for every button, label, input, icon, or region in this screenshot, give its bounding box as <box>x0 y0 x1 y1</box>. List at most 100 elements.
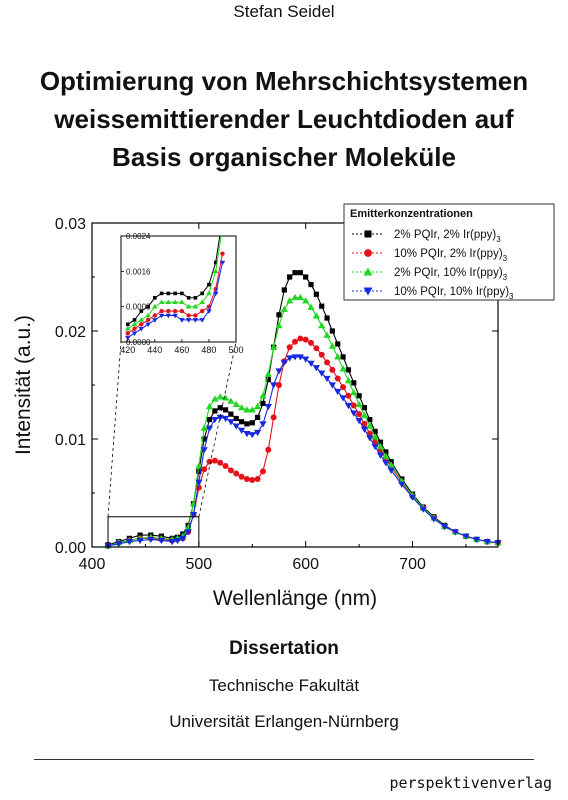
inset-data-point <box>213 260 218 265</box>
data-point <box>307 360 315 367</box>
data-point <box>334 388 342 396</box>
inset-data-point <box>158 299 165 305</box>
inset-data-point <box>166 291 171 296</box>
legend-box <box>343 203 555 301</box>
data-point <box>382 452 390 459</box>
data-point <box>340 354 346 360</box>
data-point <box>238 473 245 480</box>
data-point <box>227 397 235 404</box>
data-point <box>211 457 218 464</box>
data-point <box>254 475 261 482</box>
legend-label-subscript: 3 <box>503 254 508 263</box>
y-axis-label: Intensität (a.u.) <box>12 315 35 455</box>
data-point <box>255 414 261 420</box>
data-point <box>237 427 246 434</box>
university-name: Universität Erlangen-Nürnberg <box>169 712 399 731</box>
data-point <box>302 336 309 343</box>
data-point <box>200 447 208 454</box>
inset-data-point <box>172 299 178 305</box>
data-point <box>275 368 283 375</box>
inset-data-point <box>132 326 137 331</box>
data-point <box>265 377 271 383</box>
data-point <box>339 365 347 372</box>
inset-data-point <box>152 318 158 323</box>
inset-series-1 <box>125 217 225 327</box>
inset-x-tick-label: 500 <box>228 345 243 355</box>
data-point <box>205 425 214 432</box>
publisher-name: perspektivenverlag <box>389 774 552 792</box>
data-point <box>249 420 255 426</box>
dissertation-label: Dissertation <box>229 638 339 659</box>
data-point <box>360 426 369 433</box>
inset-data-point <box>199 299 205 305</box>
data-point <box>228 411 234 417</box>
emission-spectrum-chart: 420 440 460 480 5000.00000.00080.00160.0024 … <box>12 203 555 610</box>
data-point <box>168 539 176 546</box>
legend-label-text: 10% PQIr, 2% Ir(ppy) <box>394 248 503 260</box>
data-point <box>254 403 262 410</box>
data-point <box>387 467 395 474</box>
title-line-2: weissemittierender Leuchtdioden auf <box>54 104 514 134</box>
data-point <box>355 400 363 408</box>
data-point <box>360 411 369 418</box>
inset-data-point <box>193 313 198 318</box>
data-point <box>264 370 272 377</box>
inset-data-point <box>173 291 177 296</box>
data-point <box>366 422 374 429</box>
data-point <box>227 419 235 426</box>
inset-data-point <box>206 309 212 314</box>
inset-data-point <box>145 317 151 323</box>
legend-label-text: 10% PQIr, 10% Ir(ppy) <box>394 286 509 298</box>
y-tick-label: 0.01 <box>55 432 86 449</box>
data-point <box>323 375 331 383</box>
data-point <box>265 446 272 453</box>
data-point <box>361 420 368 427</box>
legend-label: 2% PQIr, 2% Ir(ppy)3 <box>394 229 501 244</box>
data-point <box>345 392 352 399</box>
data-point <box>212 408 218 414</box>
data-point <box>302 297 310 304</box>
inset-data-point <box>212 291 219 297</box>
data-point <box>248 406 256 413</box>
legend-label-subscript: 3 <box>509 292 514 301</box>
inset-data-point <box>132 318 137 322</box>
data-point <box>222 407 229 413</box>
data-point <box>222 463 229 469</box>
data-point <box>383 449 389 455</box>
data-point <box>276 312 282 318</box>
y-tick-label: 0.03 <box>55 216 86 233</box>
inset-data-point <box>192 318 199 323</box>
legend-item-3: 2% PQIr, 10% Ir(ppy)3 <box>352 267 508 282</box>
x-tick-label: 500 <box>185 556 212 573</box>
inset-data-point <box>124 325 131 331</box>
data-point <box>329 328 335 334</box>
inset-data-point <box>179 318 185 323</box>
data-point <box>371 433 379 440</box>
data-point <box>196 468 202 474</box>
data-point <box>372 428 378 435</box>
inset-data-point <box>145 312 151 318</box>
inset-data-point <box>220 224 226 229</box>
data-point <box>361 405 368 411</box>
data-point <box>308 339 315 346</box>
data-point <box>371 443 379 451</box>
data-point <box>259 468 266 475</box>
data-point <box>195 479 203 486</box>
inset-data-point <box>186 296 191 300</box>
data-point <box>259 392 267 399</box>
inset-data-point <box>185 303 192 309</box>
data-point <box>334 375 341 382</box>
data-point <box>217 405 223 411</box>
data-point <box>259 421 267 428</box>
x-tick-label: 400 <box>79 556 106 573</box>
data-point <box>286 355 294 362</box>
data-point <box>243 475 250 482</box>
data-point <box>125 539 133 546</box>
data-point <box>335 341 341 347</box>
inset-data-point <box>221 217 225 221</box>
data-point <box>451 529 459 536</box>
legend-label-text: 2% PQIr, 2% Ir(ppy) <box>394 229 496 241</box>
data-point <box>206 458 213 465</box>
data-point <box>387 461 395 468</box>
data-point <box>398 481 406 488</box>
